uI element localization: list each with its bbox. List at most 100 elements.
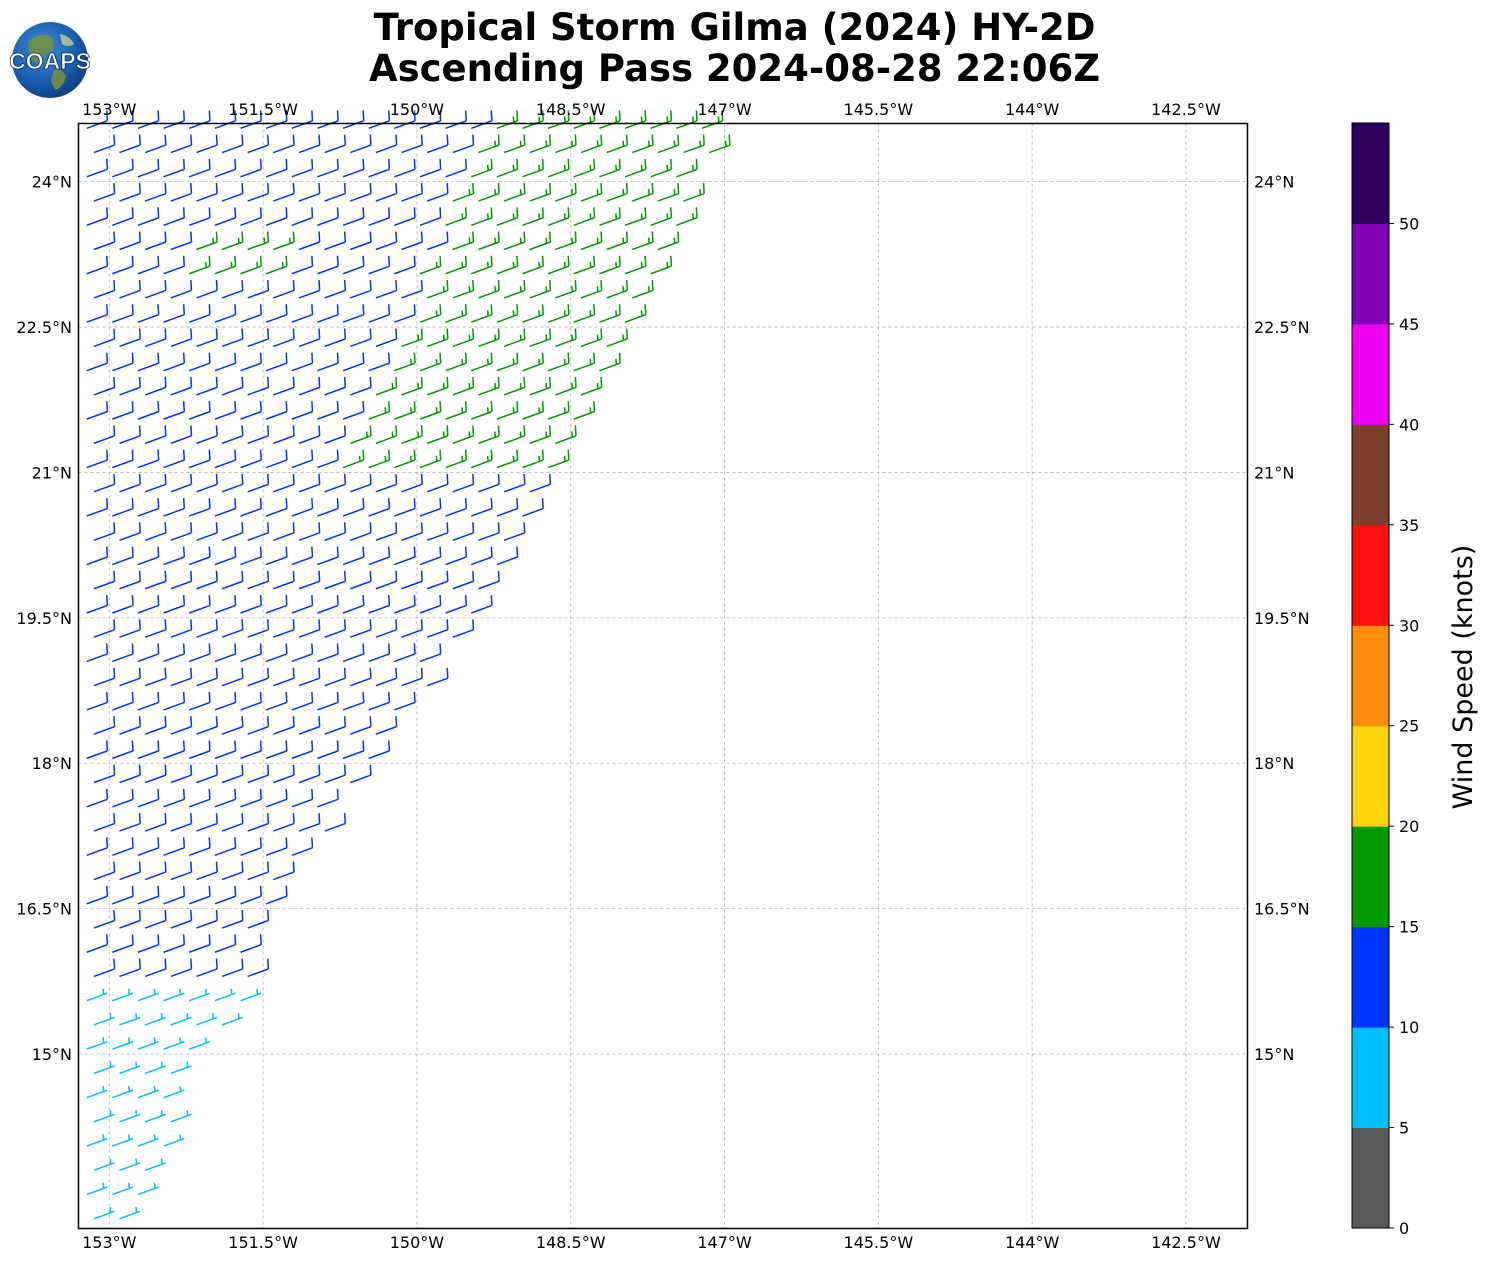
barb-shaft (273, 871, 295, 881)
barb-feather (311, 110, 314, 121)
barb-feather (446, 183, 449, 194)
barb-feather (497, 473, 500, 485)
barb-feather (516, 449, 519, 461)
colorbar-tick-label: 15 (1399, 918, 1419, 937)
wind-barb (119, 473, 141, 493)
barb-feather (625, 134, 629, 146)
barb-shaft (112, 798, 134, 808)
barb-feather (106, 352, 109, 364)
barb-shaft (342, 362, 364, 372)
barb-shaft (324, 241, 346, 251)
wind-barb (317, 546, 339, 566)
barb-shaft (273, 192, 295, 202)
barb-shaft (240, 507, 262, 517)
barb-shaft (317, 313, 339, 323)
wind-barb (324, 667, 347, 687)
barb-feather (267, 183, 270, 194)
wind-barb (529, 134, 552, 154)
barb-feather (472, 570, 475, 582)
wind-barb (170, 716, 193, 735)
barb-feather (395, 279, 398, 291)
barb-feather (215, 183, 218, 194)
wind-barb (93, 1013, 115, 1026)
wind-barb (214, 304, 237, 323)
wind-barb (342, 207, 365, 226)
barb-shaft (163, 750, 185, 760)
barb-shaft (240, 750, 262, 760)
lat-tick-label: 16.5°N (16, 900, 72, 919)
wind-barb (555, 183, 577, 202)
barb-shaft (86, 313, 108, 323)
colorbar-bin (1352, 424, 1389, 526)
barb-feather (215, 570, 218, 582)
wind-barb (650, 255, 673, 275)
barb-feather (516, 546, 519, 558)
barb-feather (670, 158, 673, 170)
barb-feather (651, 279, 654, 291)
wind-barb (470, 449, 493, 469)
barb-shaft (112, 556, 134, 566)
barb-shaft (317, 798, 339, 808)
barb-feather (343, 134, 347, 146)
barb-shaft (273, 677, 295, 687)
barb-shaft (144, 774, 167, 784)
barb-feather (343, 183, 347, 194)
wind-barb (112, 595, 134, 614)
barb-feather (472, 231, 475, 243)
colorbar-bin (1352, 725, 1389, 827)
barb-shaft (221, 871, 243, 881)
barb-feather (190, 813, 193, 824)
barb-shaft (86, 653, 108, 663)
barb-feather (292, 328, 295, 339)
barb-shaft (445, 507, 467, 517)
barb-shaft (163, 556, 185, 566)
wind-barb (144, 716, 167, 735)
barb-feather (413, 158, 416, 170)
wind-barb (221, 231, 244, 251)
wind-barb (119, 231, 141, 251)
wind-barb (573, 158, 596, 178)
barb-shaft (137, 507, 159, 517)
barb-feather (472, 328, 475, 339)
barb-feather (490, 449, 493, 461)
wind-barb (247, 910, 270, 929)
wind-barb (342, 352, 365, 372)
barb-feather (267, 716, 270, 727)
barb-feather (157, 837, 160, 848)
barb-feather (464, 352, 468, 364)
barb-shaft (137, 847, 159, 857)
barb-feather (695, 207, 698, 218)
barb-shaft (163, 217, 185, 226)
wind-barb (375, 134, 398, 154)
wind-barb (137, 498, 160, 517)
barb-feather (259, 498, 262, 509)
barb-feather (388, 401, 391, 412)
wind-barb (188, 449, 211, 469)
wind-barb (188, 788, 211, 808)
wind-barb (188, 988, 211, 1002)
wind-barb (503, 522, 526, 542)
wind-barb (349, 183, 372, 202)
barb-feather (413, 110, 416, 121)
barb-feather (567, 110, 570, 121)
colorbar-tick-label: 45 (1399, 315, 1419, 334)
barb-shaft (170, 919, 192, 929)
wind-barb (324, 183, 347, 202)
barb-feather (234, 595, 237, 606)
wind-barb (503, 134, 526, 154)
barb-feather (208, 110, 211, 121)
barb-feather (464, 449, 468, 461)
barb-shaft (119, 289, 141, 299)
wind-barb (375, 328, 398, 348)
barb-shaft (221, 628, 243, 638)
barb-feather (625, 231, 629, 243)
barb-shaft (445, 604, 467, 614)
wind-barb (496, 110, 519, 130)
lon-labels-bottom: 153°W 151.5°W 150°W 148.5°W 147°W 145.5°W 144°… (82, 1233, 1221, 1252)
wind-barb (452, 619, 475, 638)
barb-shaft (317, 507, 339, 517)
barb-feather (234, 498, 237, 509)
barb-feather (413, 691, 416, 703)
barb-feather (439, 595, 442, 606)
wind-barb (342, 449, 365, 469)
